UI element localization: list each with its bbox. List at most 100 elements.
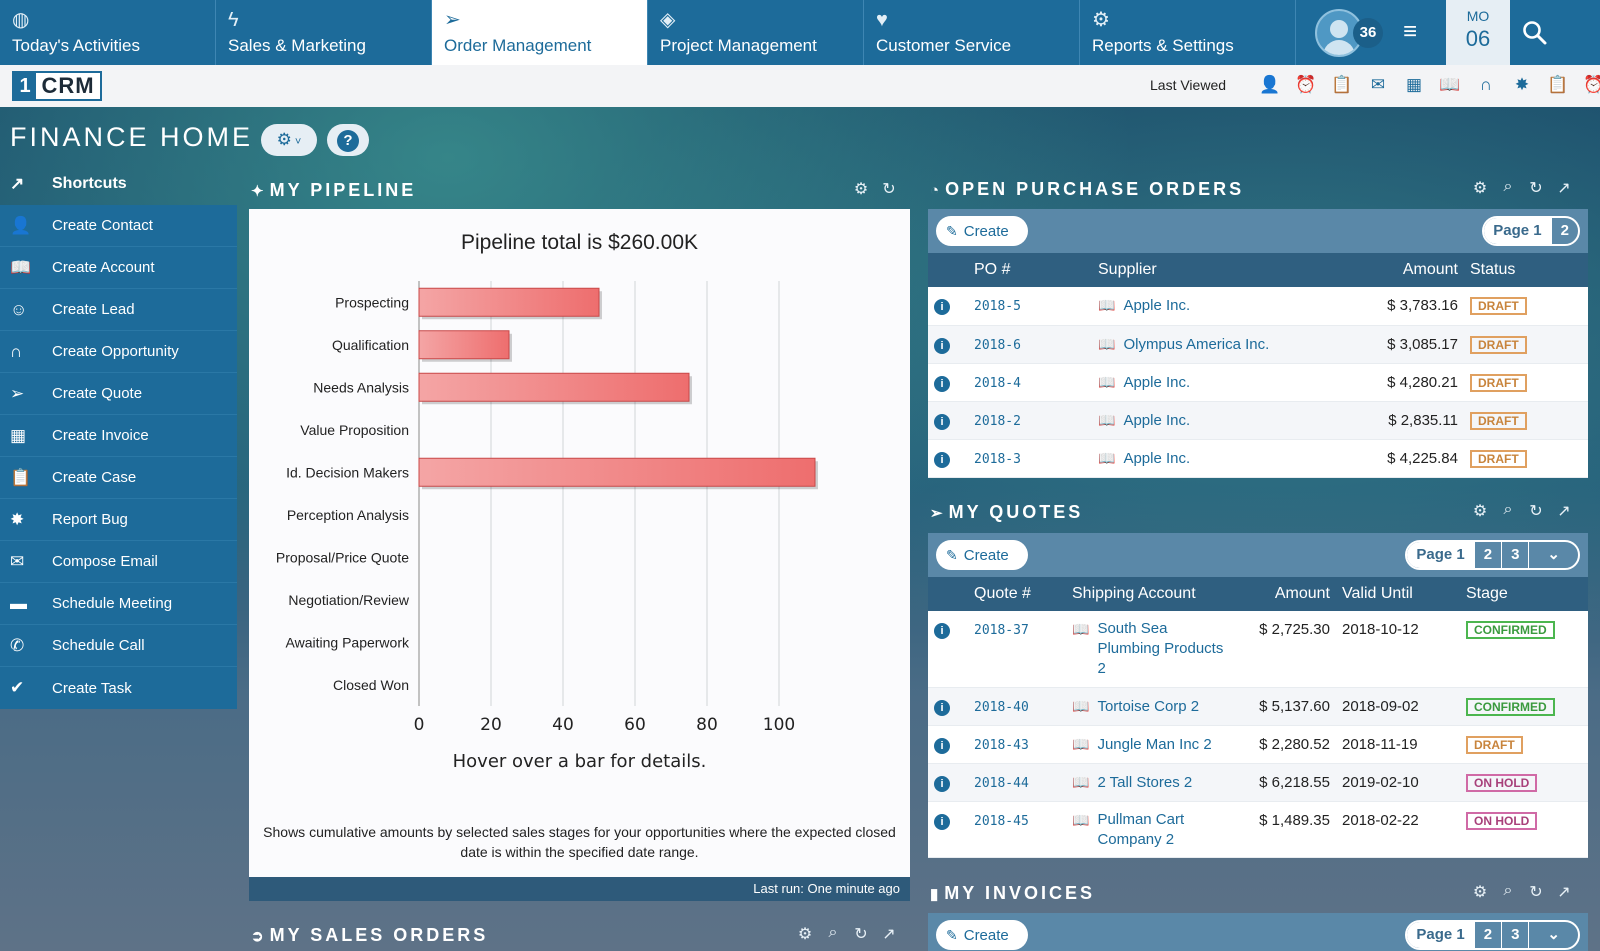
search-icon[interactable]: ⌕ (1503, 501, 1513, 518)
notification-badge[interactable]: 36 (1353, 18, 1383, 48)
global-search-button[interactable] (1510, 0, 1600, 65)
supplier-link[interactable]: Olympus America Inc. (1123, 335, 1270, 353)
shortcut-create-task[interactable]: ✔ Create Task (0, 667, 237, 709)
nav-tab-project-management[interactable]: ◈ Project Management (648, 0, 864, 65)
info-icon[interactable]: i (934, 775, 950, 792)
info-icon[interactable]: i (934, 299, 950, 315)
po-number-link[interactable]: 2018-4 (974, 375, 1021, 391)
supplier-link[interactable]: Apple Inc. (1123, 411, 1191, 429)
info-icon[interactable]: i (934, 813, 950, 830)
pipeline-bar[interactable] (418, 330, 510, 360)
external-link-icon[interactable]: ↗ (1557, 884, 1571, 901)
column-header-amount[interactable]: Amount (1320, 253, 1464, 287)
create-invoice-button[interactable]: ✎ Create (936, 920, 1028, 950)
shortcut-create-account[interactable]: 📖 Create Account (0, 247, 237, 289)
nav-tab-reports-settings[interactable]: ⚙ Reports & Settings (1080, 0, 1296, 65)
supplier-link[interactable]: Apple Inc. (1123, 297, 1191, 314)
po-number-link[interactable]: 2018-2 (974, 413, 1021, 429)
page-2-button[interactable]: 2 (1473, 922, 1501, 948)
clipboard-icon[interactable]: 📋 (1331, 75, 1353, 94)
column-header-supplier[interactable]: Supplier (1092, 253, 1320, 287)
quote-number-link[interactable]: 2018-43 (974, 737, 1029, 753)
account-link[interactable]: 2 Tall Stores 2 (1097, 773, 1193, 791)
column-header-amount[interactable]: Amount (1234, 577, 1336, 611)
alarm-clock-icon[interactable]: ⏰ (1583, 75, 1600, 94)
clipboard-icon[interactable]: 📋 (1547, 75, 1569, 94)
quote-number-link[interactable]: 2018-40 (974, 699, 1029, 715)
info-icon[interactable]: i (934, 699, 950, 716)
nav-tab-customer-service[interactable]: ♥ Customer Service (864, 0, 1080, 65)
refresh-icon[interactable]: ↻ (1529, 503, 1543, 520)
search-icon[interactable]: ⌕ (1503, 178, 1513, 195)
po-number-link[interactable]: 2018-6 (974, 337, 1021, 353)
account-link[interactable]: Tortoise Corp 2 (1097, 697, 1200, 715)
pipeline-bar[interactable] (418, 287, 600, 317)
column-header-po[interactable]: PO # (968, 253, 1092, 287)
shortcut-report-bug[interactable]: ✸ Report Bug (0, 499, 237, 541)
page-2-button[interactable]: 2 (1473, 542, 1501, 568)
external-link-icon[interactable]: ↗ (882, 926, 896, 943)
more-pages-button[interactable]: ⌄ (1528, 922, 1578, 948)
gear-icon[interactable]: ⚙ (1472, 180, 1488, 197)
settings-dropdown-button[interactable]: ⚙ ˅ (261, 124, 317, 156)
create-purchase-order-button[interactable]: ✎ Create (936, 216, 1028, 246)
column-header-quote[interactable]: Quote # (968, 577, 1066, 611)
refresh-icon[interactable]: ↻ (1529, 884, 1543, 901)
book-icon[interactable]: 📖 (1439, 75, 1461, 94)
info-icon[interactable]: i (934, 451, 950, 468)
page-1-button[interactable]: Page 1 (1407, 542, 1474, 568)
pipeline-bar[interactable] (418, 457, 816, 487)
refresh-icon[interactable]: ↻ (1529, 180, 1543, 197)
alarm-clock-icon[interactable]: ⏰ (1295, 75, 1317, 94)
info-icon[interactable]: i (934, 623, 950, 639)
shortcut-create-lead[interactable]: ☺ Create Lead (0, 289, 237, 331)
pipeline-bar[interactable] (418, 372, 690, 402)
envelope-icon[interactable]: ✉ (1370, 75, 1386, 94)
external-link-icon[interactable]: ↗ (1557, 180, 1571, 197)
refresh-icon[interactable]: ↻ (854, 926, 868, 943)
column-header-shipping-account[interactable]: Shipping Account (1066, 577, 1234, 611)
info-icon[interactable]: i (934, 337, 950, 354)
page-2-button[interactable]: 2 (1550, 218, 1578, 244)
account-link[interactable]: Jungle Man Inc 2 (1097, 735, 1212, 753)
shortcut-create-invoice[interactable]: ▦ Create Invoice (0, 415, 237, 457)
refresh-icon[interactable]: ↻ (882, 181, 896, 198)
account-link[interactable]: Pullman Cart Company 2 (1097, 810, 1185, 848)
page-1-button[interactable]: Page 1 (1484, 218, 1551, 244)
more-pages-button[interactable]: ⌄ (1528, 542, 1578, 568)
gear-icon[interactable]: ⚙ (1472, 503, 1488, 520)
shortcut-create-case[interactable]: 📋 Create Case (0, 457, 237, 499)
supplier-link[interactable]: Apple Inc. (1123, 373, 1191, 391)
info-icon[interactable]: i (934, 737, 950, 754)
shortcut-schedule-call[interactable]: ✆ Schedule Call (0, 625, 237, 667)
account-link[interactable]: South Sea Plumbing Products 2 (1097, 620, 1224, 677)
info-icon[interactable]: i (934, 375, 950, 392)
column-header-status[interactable]: Status (1464, 253, 1588, 287)
shortcut-schedule-meeting[interactable]: ▬ Schedule Meeting (0, 583, 237, 625)
page-1-button[interactable]: Page 1 (1407, 922, 1474, 948)
calendar-date[interactable]: MO 06 (1446, 0, 1510, 65)
search-icon[interactable]: ⌕ (1503, 882, 1513, 899)
calculator-icon[interactable]: ▦ (1405, 75, 1423, 94)
supplier-link[interactable]: Apple Inc. (1123, 449, 1191, 467)
gear-icon[interactable]: ⚙ (853, 181, 869, 198)
external-link-icon[interactable]: ↗ (1557, 503, 1571, 520)
create-quote-button[interactable]: ✎ Create (936, 540, 1028, 570)
po-number-link[interactable]: 2018-5 (974, 299, 1021, 314)
column-header-stage[interactable]: Stage (1460, 577, 1588, 611)
help-button[interactable]: ? (327, 124, 369, 156)
page-3-button[interactable]: 3 (1501, 542, 1528, 568)
hamburger-menu-icon[interactable]: ≡ (1403, 18, 1418, 45)
quote-number-link[interactable]: 2018-44 (974, 775, 1029, 791)
quote-number-link[interactable]: 2018-37 (974, 623, 1029, 638)
bug-icon[interactable]: ✸ (1514, 75, 1530, 94)
quote-number-link[interactable]: 2018-45 (974, 813, 1029, 829)
search-icon[interactable]: ⌕ (828, 924, 838, 941)
info-icon[interactable]: i (934, 413, 950, 430)
page-3-button[interactable]: 3 (1501, 922, 1528, 948)
nav-tab-todays-activities[interactable]: ◍ Today's Activities (0, 0, 216, 65)
column-header-valid-until[interactable]: Valid Until (1336, 577, 1460, 611)
magnet-icon[interactable]: ∩ (1479, 75, 1493, 94)
shortcut-create-quote[interactable]: ➢ Create Quote (0, 373, 237, 415)
shortcut-create-opportunity[interactable]: ∩ Create Opportunity (0, 331, 237, 373)
